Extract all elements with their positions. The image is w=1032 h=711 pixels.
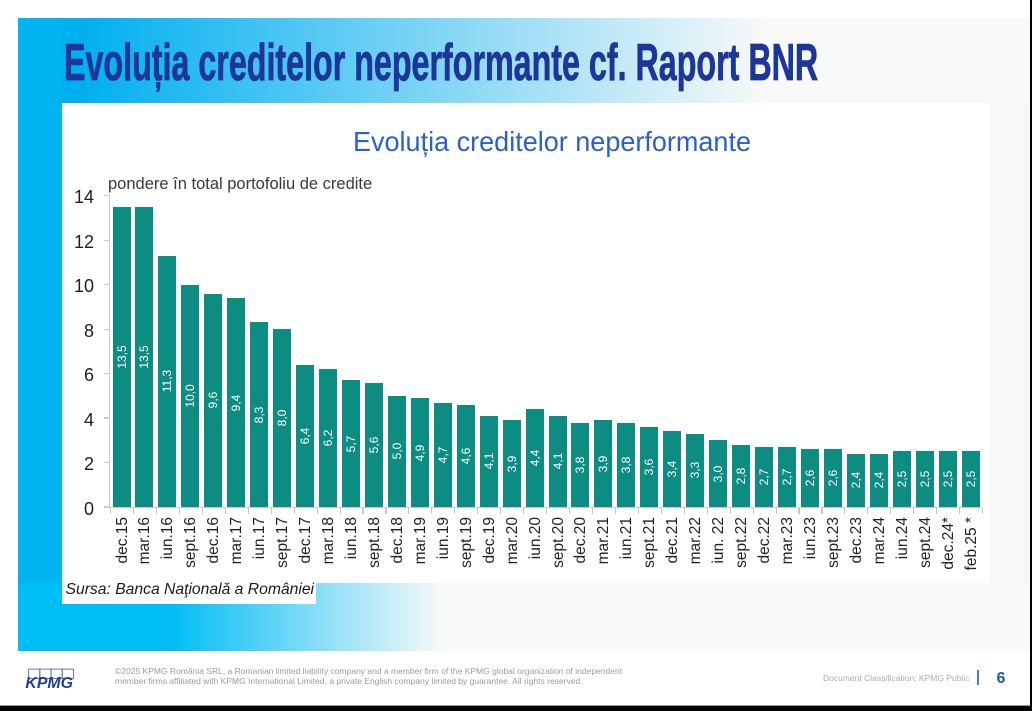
svg-text:KPMG: KPMG — [25, 675, 73, 690]
